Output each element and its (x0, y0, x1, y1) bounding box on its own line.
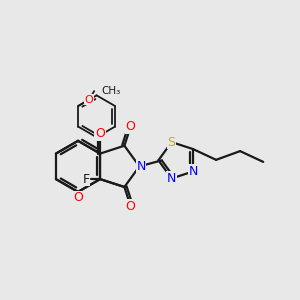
Text: N: N (188, 165, 198, 178)
Text: O: O (73, 191, 83, 204)
Text: F: F (82, 172, 90, 186)
Text: O: O (126, 120, 136, 133)
Text: N: N (136, 160, 146, 173)
Text: S: S (168, 136, 176, 148)
Text: CH₃: CH₃ (101, 86, 121, 96)
Text: O: O (126, 200, 136, 213)
Text: O: O (85, 94, 94, 105)
Text: N: N (167, 172, 176, 185)
Text: O: O (95, 128, 105, 140)
